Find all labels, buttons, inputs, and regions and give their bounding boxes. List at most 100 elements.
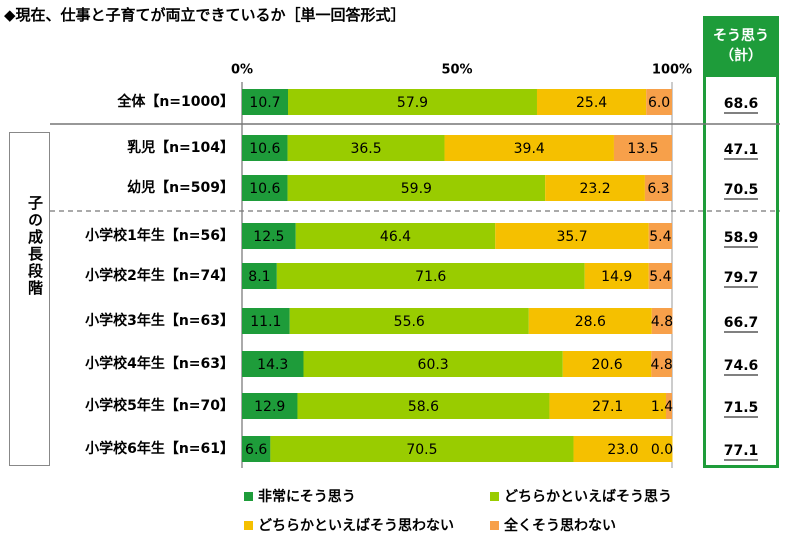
data-label: 8.1 [248,269,270,285]
category-label: 全体【n=1000】 [116,93,234,110]
data-label: 27.1 [592,399,623,415]
category-label: 幼児【n=509】 [127,179,234,196]
summary-header: そう思う （計） [706,19,776,77]
bar-segment [287,175,546,201]
total-value: 68.6 [724,96,759,112]
data-label: 55.6 [394,314,425,330]
bar-segment [242,89,289,115]
bar-segment [584,263,649,289]
category-label: 小学校1年生【n=56】 [85,227,234,244]
summary-header-line2: （計） [720,48,762,64]
bar-segment [651,308,673,334]
total-value: 66.7 [724,315,759,331]
legend-swatch [490,521,499,530]
legend-swatch [490,492,499,501]
category-label: 小学校2年生【n=74】 [85,267,234,284]
group-label: 子の成長段階 [26,195,44,297]
group-bracket: 子の成長段階 [9,132,50,466]
data-label: 23.0 [607,442,638,458]
bar-segment [289,308,529,334]
bar-segment [297,393,550,419]
category-label: 小学校5年生【n=70】 [85,397,234,414]
category-label: 小学校3年生【n=63】 [85,312,234,329]
bar-segment [573,436,673,462]
bar-segment [295,223,496,249]
bar-segment [495,223,649,249]
data-label: 6.0 [648,95,670,111]
data-label: 35.7 [556,229,587,245]
data-label: 12.5 [253,229,284,245]
data-label: 57.9 [397,95,428,111]
bar-segment [242,351,304,377]
summary-header-line1: そう思う [713,28,769,44]
data-label: 25.4 [576,95,607,111]
total-value: 71.5 [724,400,759,416]
bar-segment [665,393,672,419]
data-label: 58.6 [408,399,439,415]
bar-segment [444,135,614,161]
chart-title: ◆現在、仕事と子育てが両立できているか［単一回答形式］ [4,6,406,24]
data-label: 46.4 [380,229,411,245]
bar-segment [549,393,666,419]
total-value: 58.9 [724,230,759,246]
total-value: 79.7 [724,270,759,286]
bar-segment [648,223,672,249]
legend-swatch [244,521,253,530]
data-label: 39.4 [514,141,545,157]
bar-segment [242,308,290,334]
data-label: 4.8 [651,357,673,373]
category-label: 乳児【n=104】 [127,139,234,156]
data-label: 6.6 [245,442,267,458]
bar-segment [288,89,537,115]
bar-segment [646,89,672,115]
bar-segment [242,393,298,419]
data-label: 10.6 [249,141,280,157]
bar-segment [536,89,647,115]
category-label: 小学校6年生【n=61】 [85,440,234,457]
data-label: 1.4 [651,399,673,415]
bar-segment [242,263,277,289]
data-label: 14.3 [257,357,288,373]
bar-segment [287,135,445,161]
legend-label: どちらかといえばそう思わない [258,518,454,534]
data-label: 12.9 [254,399,285,415]
bar-segment [242,223,296,249]
bar-segment [644,175,672,201]
bar-segment [613,135,672,161]
data-label: 59.9 [401,181,432,197]
bar-segment [545,175,645,201]
data-label: 71.6 [415,269,446,285]
data-label: 60.3 [418,357,449,373]
data-label: 14.9 [601,269,632,285]
legend-swatch [244,492,253,501]
bar-segment [242,135,288,161]
legend-label: 非常にそう思う [258,488,356,505]
data-label: 13.5 [627,141,658,157]
summary-column: そう思う （計） [703,16,779,468]
bar-segment [303,351,563,377]
bar-segment [651,351,672,377]
legend-label: 全くそう思わない [503,517,616,534]
data-label: 70.5 [406,442,437,458]
bar-segment [528,308,652,334]
total-value: 74.6 [724,358,759,374]
data-label: 10.6 [249,181,280,197]
data-label: 36.5 [350,141,381,157]
data-label: 20.6 [591,357,622,373]
data-label: 5.4 [649,229,671,245]
bar-segment [562,351,652,377]
total-value: 47.1 [724,142,759,158]
x-tick-label: 100% [652,63,692,78]
bar-segment [648,263,672,289]
data-label: 23.2 [579,181,610,197]
data-label: 0.0 [651,442,673,458]
bar-segment [242,436,271,462]
category-label: 小学校4年生【n=63】 [85,355,234,372]
total-value: 77.1 [724,443,759,459]
bar-segment [276,263,585,289]
bar-segment [242,175,288,201]
data-label: 6.3 [647,181,669,197]
data-label: 28.6 [575,314,606,330]
x-tick-label: 0% [231,63,253,78]
bar-segment [270,436,574,462]
